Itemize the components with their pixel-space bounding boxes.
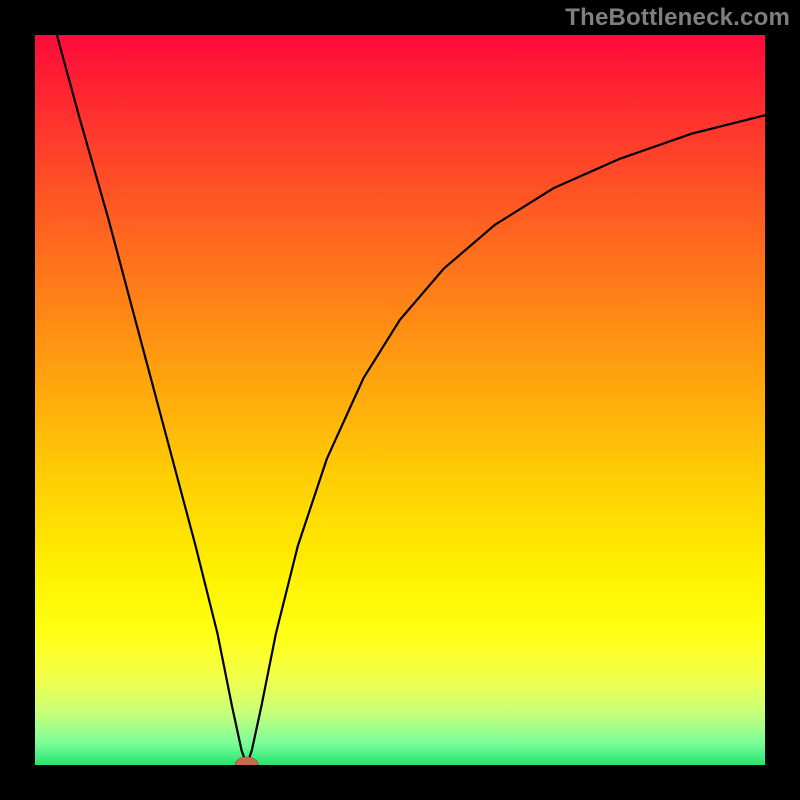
- chart-svg: [35, 35, 765, 765]
- plot-area: [35, 35, 765, 765]
- watermark-text: TheBottleneck.com: [565, 4, 790, 32]
- gradient-fill: [35, 35, 765, 765]
- stage: TheBottleneck.com: [0, 0, 800, 800]
